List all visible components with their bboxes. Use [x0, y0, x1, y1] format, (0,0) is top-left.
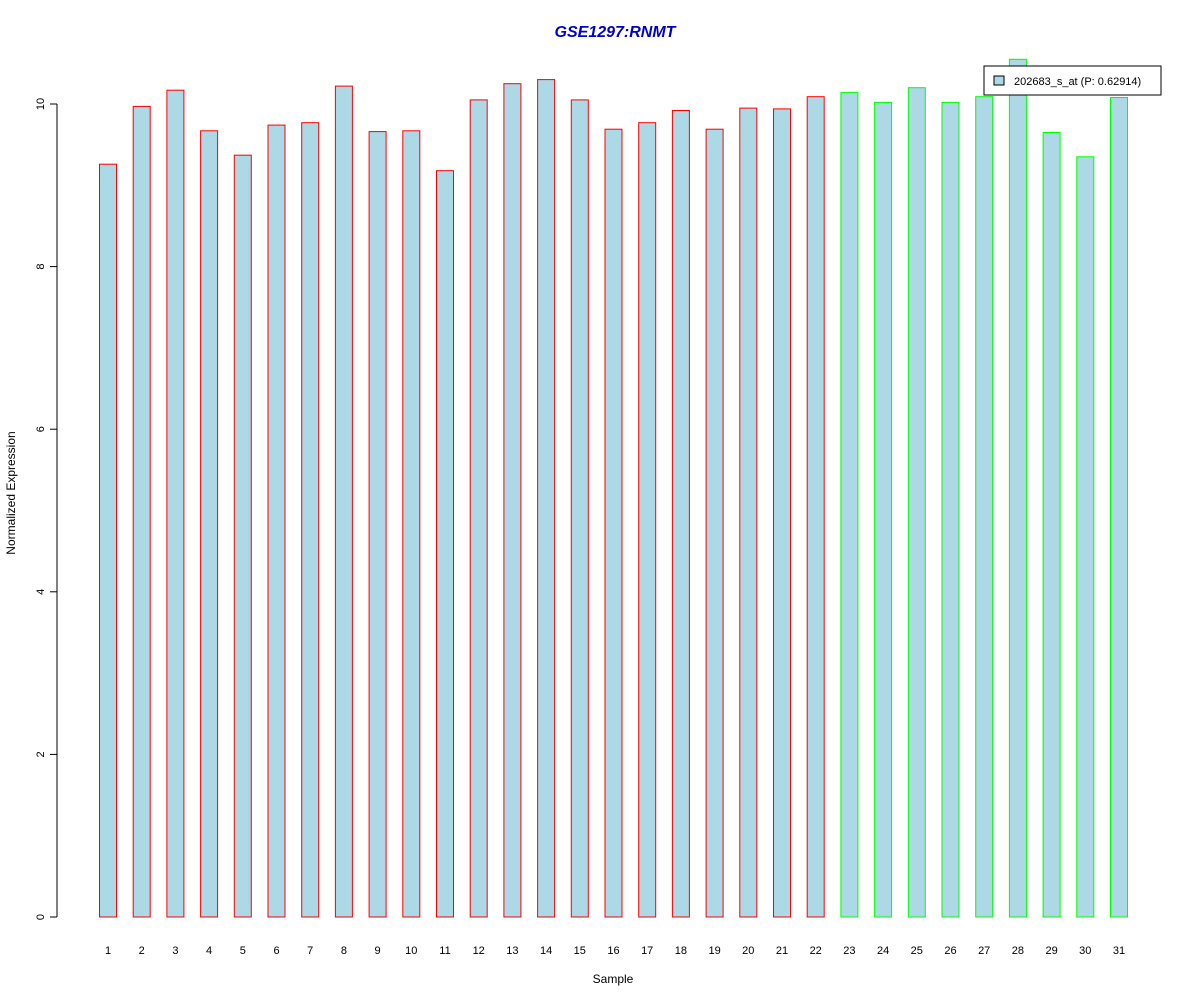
- y-tick-label: 6: [35, 426, 47, 432]
- bar-sample-13: [503, 83, 522, 918]
- x-tick-label: 24: [877, 945, 889, 957]
- bar-sample-27: [975, 96, 994, 918]
- x-tick-label: 16: [607, 945, 619, 957]
- bar-sample-23: [840, 92, 859, 918]
- x-tick-label: 1: [105, 945, 111, 957]
- bar-sample-4: [200, 130, 219, 918]
- x-tick-label: 10: [405, 945, 417, 957]
- x-tick-label: 2: [139, 945, 145, 957]
- x-tick-label: 8: [341, 945, 347, 957]
- legend-swatch: [993, 75, 1005, 86]
- x-tick-label: 29: [1045, 945, 1057, 957]
- y-axis-label: Normalized Expression: [4, 431, 18, 554]
- bar-sample-19: [705, 128, 724, 918]
- bar-sample-24: [874, 101, 893, 918]
- x-tick-label: 13: [506, 945, 518, 957]
- bar-sample-20: [739, 107, 758, 918]
- x-tick-label: 27: [978, 945, 990, 957]
- bar-sample-28: [1008, 58, 1027, 918]
- bar-sample-3: [166, 89, 185, 918]
- bar-sample-31: [1110, 97, 1128, 918]
- x-tick-label: 28: [1012, 945, 1024, 957]
- y-tick-label: 4: [35, 589, 47, 595]
- bar-sample-12: [469, 99, 488, 918]
- x-tick-label: 19: [708, 945, 720, 957]
- bars-group: [99, 58, 1128, 918]
- x-tick-labels: 1 2 3 4 5 6 7 8 9 10 11 12 13 14 15 16 17 18 19 20 21 22 23 24 2…: [105, 945, 1125, 957]
- chart-title: GSE1297:RNMT: [555, 24, 677, 41]
- y-axis: 0 2 4 6 8 10: [35, 98, 58, 920]
- x-tick-label: 9: [375, 945, 381, 957]
- x-tick-label: 31: [1113, 945, 1125, 957]
- bar-sample-10: [402, 130, 421, 918]
- x-tick-label: 5: [240, 945, 246, 957]
- x-axis-label: Sample: [593, 972, 634, 986]
- bar-sample-25: [907, 87, 926, 918]
- y-tick-label: 0: [35, 914, 47, 920]
- x-tick-label: 11: [439, 945, 450, 957]
- bar-sample-30: [1076, 156, 1095, 918]
- y-tick-label: 2: [35, 751, 47, 757]
- legend-box: [983, 65, 1162, 96]
- bar-sample-5: [233, 154, 252, 918]
- x-tick-label: 21: [776, 945, 788, 957]
- x-tick-label: 23: [843, 945, 855, 957]
- bar-sample-22: [806, 96, 825, 918]
- bar-sample-7: [301, 122, 320, 918]
- x-tick-label: 6: [273, 945, 279, 957]
- x-tick-label: 17: [641, 945, 653, 957]
- x-tick-label: 3: [172, 945, 178, 957]
- x-tick-label: 4: [206, 945, 212, 957]
- x-tick-label: 7: [307, 945, 313, 957]
- legend-label: 202683_s_at (P: 0.62914): [1014, 76, 1141, 88]
- x-tick-label: 15: [574, 945, 586, 957]
- x-tick-label: 12: [473, 945, 485, 957]
- bar-sample-9: [368, 131, 387, 918]
- x-tick-label: 25: [911, 945, 923, 957]
- bar-sample-11: [436, 170, 454, 918]
- bar-sample-1: [99, 163, 117, 918]
- bar-sample-15: [570, 99, 589, 918]
- y-tick-label: 8: [35, 264, 47, 270]
- bar-sample-6: [267, 124, 286, 918]
- bar-sample-8: [334, 85, 353, 918]
- y-tick-label: 10: [35, 98, 47, 110]
- x-tick-label: 20: [742, 945, 754, 957]
- bar-sample-14: [537, 79, 556, 918]
- x-tick-label: 14: [540, 945, 552, 957]
- bar-sample-29: [1042, 132, 1061, 918]
- bar-sample-21: [773, 108, 791, 918]
- bar-sample-16: [604, 128, 623, 918]
- x-tick-label: 30: [1079, 945, 1091, 957]
- legend: 202683_s_at (P: 0.62914): [983, 65, 1162, 96]
- x-tick-label: 26: [944, 945, 956, 957]
- bar-sample-17: [638, 122, 657, 918]
- bar-sample-18: [671, 110, 690, 918]
- bar-sample-26: [941, 101, 960, 918]
- x-tick-label: 18: [675, 945, 687, 957]
- x-tick-label: 22: [810, 945, 822, 957]
- bar-sample-2: [132, 105, 151, 918]
